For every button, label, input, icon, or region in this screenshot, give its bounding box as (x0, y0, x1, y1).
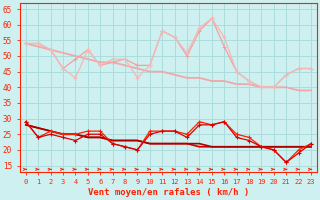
X-axis label: Vent moyen/en rafales ( km/h ): Vent moyen/en rafales ( km/h ) (88, 188, 249, 197)
